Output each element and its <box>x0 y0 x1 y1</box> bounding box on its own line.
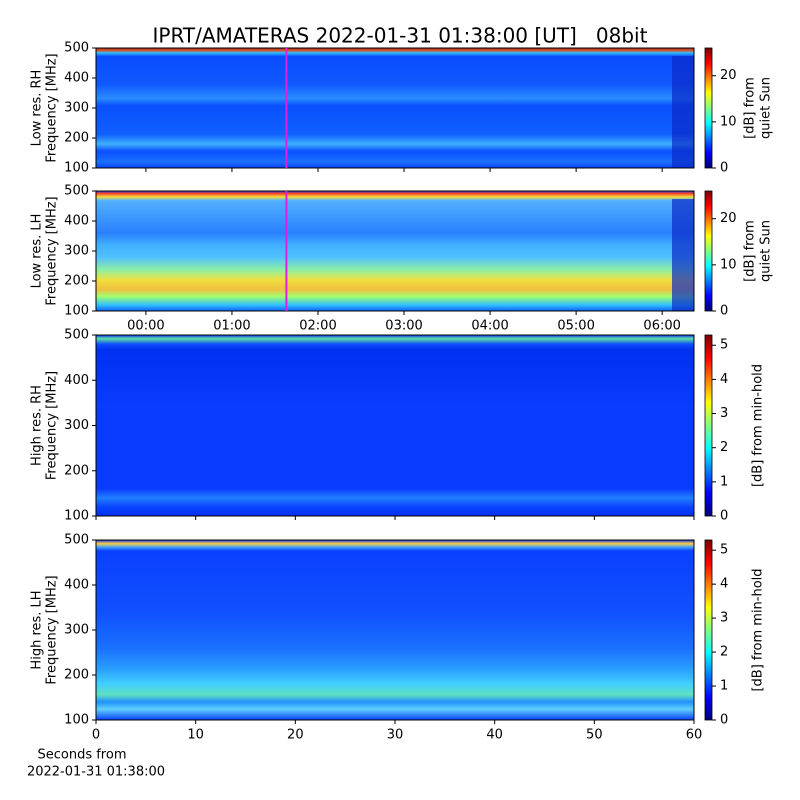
colorbar-tick-label: 0 <box>720 509 728 524</box>
y-tick-label: 400 <box>64 214 89 229</box>
y-axis-label: Frequency [MHz] <box>45 575 60 684</box>
colorbar-tick-label: 1 <box>720 679 728 694</box>
spectrogram-image <box>96 540 694 720</box>
spectrogram-edge <box>672 56 694 168</box>
x-tick-label: 02:00 <box>299 319 336 334</box>
y-axis-label: Frequency [MHz] <box>45 53 60 162</box>
y-tick-label: 400 <box>64 71 89 86</box>
colorbar-tick-label: 20 <box>720 211 737 226</box>
spectrogram-image <box>96 335 694 516</box>
y-tick-label: 500 <box>64 328 89 343</box>
spectrogram-image <box>96 191 694 311</box>
x-tick-label: 05:00 <box>557 319 594 334</box>
x-tick-label: 00:00 <box>127 319 164 334</box>
y-tick-label: 100 <box>64 304 89 319</box>
y-tick-label: 200 <box>64 131 89 146</box>
colorbar-tick-label: 2 <box>720 440 728 455</box>
colorbar <box>704 539 713 721</box>
y-tick-label: 100 <box>64 161 89 176</box>
colorbar-tick-label: 0 <box>720 713 728 728</box>
colorbar-tick-label: 20 <box>720 68 737 83</box>
colorbar-tick-label: 10 <box>720 257 737 272</box>
y-tick-label: 300 <box>64 244 89 259</box>
colorbar-tick-label: 5 <box>720 543 728 558</box>
y-axis-label: Low res. RH <box>30 70 45 147</box>
x-tick-label: 10 <box>187 728 204 743</box>
chart-title: IPRT/AMATERAS 2022-01-31 01:38:00 [UT] 0… <box>153 24 648 48</box>
colorbar-tick-label: 2 <box>720 645 728 660</box>
x-tick-label: 20 <box>287 728 304 743</box>
y-tick-label: 500 <box>64 184 89 199</box>
y-tick-label: 300 <box>64 418 89 433</box>
y-tick-label: 400 <box>64 578 89 593</box>
colorbar-tick-label: 3 <box>720 406 728 421</box>
y-tick-label: 100 <box>64 509 89 524</box>
y-tick-label: 200 <box>64 274 89 289</box>
y-tick-label: 300 <box>64 101 89 116</box>
colorbar-tick-label: 1 <box>720 474 728 489</box>
colorbar-label: quiet Sun <box>759 77 774 139</box>
colorbar <box>704 47 713 169</box>
colorbar-tick-label: 10 <box>720 114 737 129</box>
colorbar-tick-label: 0 <box>720 304 728 319</box>
colorbar <box>704 334 713 517</box>
x-tick-label: 50 <box>586 728 603 743</box>
y-tick-label: 200 <box>64 463 89 478</box>
y-axis-label: Frequency [MHz] <box>45 371 60 480</box>
x-tick-label: 0 <box>92 728 100 743</box>
y-tick-label: 500 <box>64 533 89 548</box>
y-tick-label: 400 <box>64 373 89 388</box>
colorbar-label: [dB] from <box>743 220 758 282</box>
colorbar-label: quiet Sun <box>759 220 774 282</box>
x-tick-label: 60 <box>686 728 703 743</box>
colorbar-label: [dB] from <box>743 77 758 139</box>
y-axis-label: Low res. LH <box>30 214 45 289</box>
y-tick-label: 300 <box>64 623 89 638</box>
x-tick-label: 03:00 <box>385 319 422 334</box>
colorbar-tick-label: 5 <box>720 338 728 353</box>
colorbar-label: [dB] from min-hold <box>751 568 766 691</box>
x-tick-label: 06:00 <box>643 319 680 334</box>
colorbar-tick-label: 4 <box>720 372 728 387</box>
y-axis-label: High res. LH <box>30 590 45 669</box>
x-tick-label: 30 <box>387 728 404 743</box>
x-tick-label: 01:00 <box>213 319 250 334</box>
x-axis-label: 2022-01-31 01:38:00 <box>27 765 165 780</box>
y-axis-label: Frequency [MHz] <box>45 196 60 305</box>
y-tick-label: 500 <box>64 41 89 56</box>
y-tick-label: 100 <box>64 713 89 728</box>
colorbar <box>704 190 713 312</box>
x-tick-label: 04:00 <box>471 319 508 334</box>
spectrogram-edge <box>672 199 694 311</box>
y-tick-label: 200 <box>64 668 89 683</box>
y-axis-label: High res. RH <box>30 385 45 466</box>
x-tick-label: 40 <box>486 728 503 743</box>
colorbar-tick-label: 0 <box>720 161 728 176</box>
colorbar-tick-label: 4 <box>720 577 728 592</box>
colorbar-tick-label: 3 <box>720 611 728 626</box>
spectrogram-image <box>96 48 694 168</box>
colorbar-label: [dB] from min-hold <box>751 364 766 487</box>
x-axis-label: Seconds from <box>37 748 126 763</box>
